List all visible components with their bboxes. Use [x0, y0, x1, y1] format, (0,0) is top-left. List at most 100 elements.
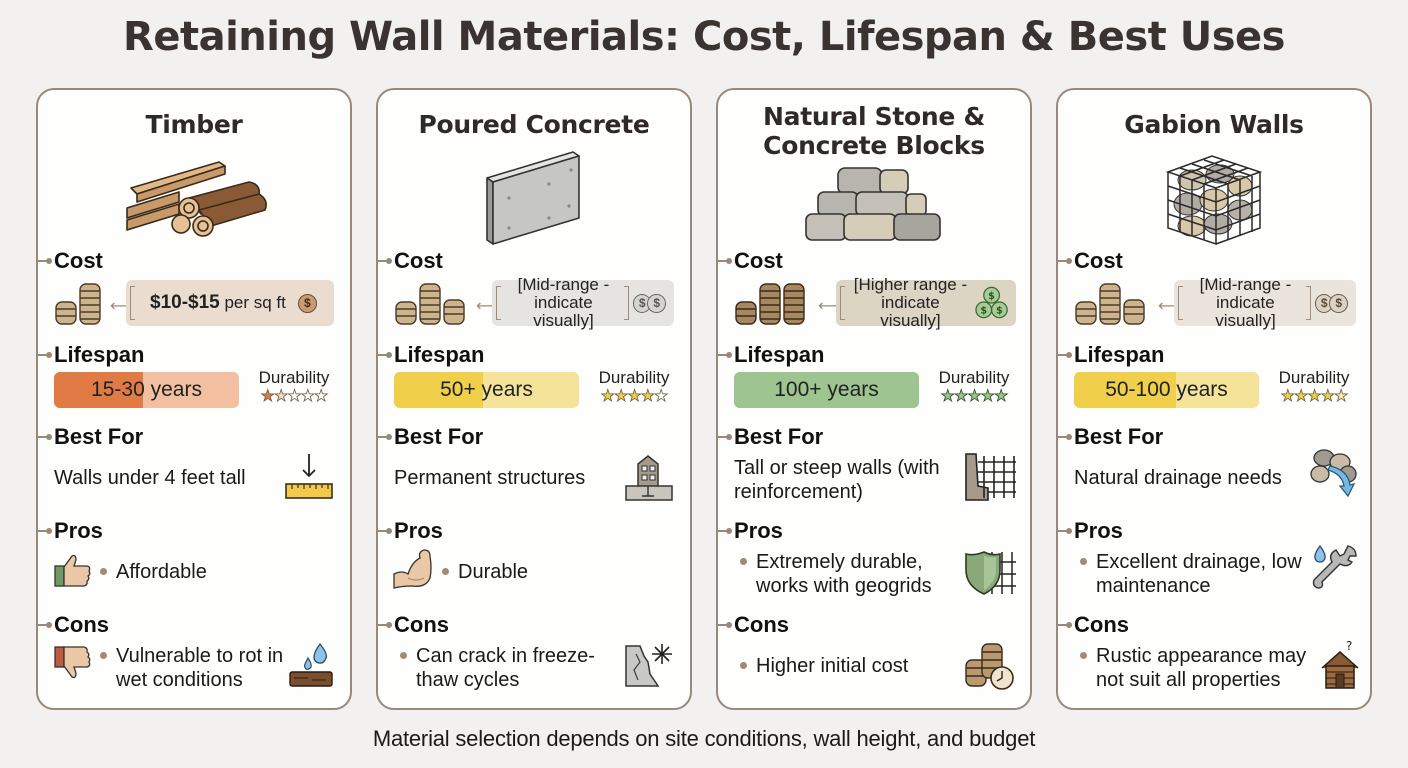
- best-for-text: Permanent structures: [394, 467, 586, 489]
- best-for-text: Natural drainage needs: [1074, 467, 1282, 489]
- cost-value-box: $10-$15 per sq ft $: [126, 280, 334, 326]
- lifespan-bar: 100+ years: [734, 372, 919, 408]
- three-coins-icon: $$ $: [975, 286, 1008, 319]
- card-title: Timber: [145, 110, 243, 139]
- lifespan-value: 100+ years: [774, 378, 879, 401]
- thumbs-up-icon: [54, 554, 91, 587]
- best-for-label: Best For: [35, 424, 144, 449]
- lifespan-value: 50+ years: [440, 378, 533, 401]
- durability-rating: Durability ★★★★★: [932, 368, 1016, 405]
- stone-blocks-icon: [805, 167, 941, 241]
- page-title: Retaining Wall Materials: Cost, Lifespan…: [123, 14, 1285, 60]
- card-title: Gabion Walls: [1124, 110, 1304, 139]
- best-for-label: Best For: [1055, 424, 1164, 449]
- coin-stack-icon: [395, 283, 465, 325]
- best-for-label: Best For: [375, 424, 484, 449]
- cons-item: Can crack in freeze-thaw cycles: [416, 645, 595, 691]
- coin-stack-icon: [1075, 283, 1145, 325]
- best-for-text: Tall or steep walls (with reinforcement): [734, 457, 940, 503]
- cons-item: Rustic appearance may not suit all prope…: [1096, 645, 1307, 691]
- cost-label: Cost: [36, 248, 103, 273]
- timber-stack-icon: [126, 161, 267, 237]
- cost-row: ⟵ [Mid-range - indicate visually] $ $: [394, 276, 674, 330]
- durability-label: Durability: [1278, 368, 1350, 387]
- cost-label: Cost: [1056, 248, 1123, 273]
- lifespan-label: Lifespan: [35, 342, 145, 367]
- card-title: Poured Concrete: [418, 110, 650, 139]
- cost-label: Cost: [716, 248, 783, 273]
- best-for-label: Best For: [715, 424, 824, 449]
- gabion-cage-icon: [1165, 155, 1263, 246]
- durability-label: Durability: [598, 368, 670, 387]
- star-rating-icon: ★★★★★: [260, 388, 329, 405]
- cons-label: Cons: [376, 612, 449, 637]
- cost-row: ⟵ $10-$15 per sq ft $: [54, 280, 334, 328]
- cost-unit: per sq ft: [219, 293, 286, 312]
- water-drop-wrench-icon: [1312, 544, 1357, 589]
- material-card-timber: Timber Cost ⟵ $10-$15 per sq ft: [35, 88, 352, 710]
- cost-value-box: [Higher range - indicate visually] $ $ $: [836, 276, 1016, 330]
- cons-label: Cons: [716, 612, 789, 637]
- star-rating-icon: ★★★★★: [940, 388, 1009, 405]
- svg-text:$: $: [988, 291, 995, 302]
- cost-value-box: [Mid-range - indicate visually] $ $: [1174, 276, 1356, 330]
- pros-label: Pros: [716, 518, 783, 543]
- cost-row: ⟵ [Higher range - indicate visually] $ $ $: [734, 276, 1016, 330]
- cracked-wall-snowflake-icon: [625, 644, 672, 687]
- thumbs-down-icon: [54, 646, 91, 679]
- lifespan-value: 15-30 years: [91, 378, 202, 401]
- durability-label: Durability: [258, 368, 330, 387]
- cost-row: ⟵ [Mid-range - indicate visually] $ $: [1074, 276, 1356, 330]
- svg-text:?: ?: [1346, 640, 1352, 653]
- footer-note: Material selection depends on site condi…: [372, 726, 1036, 751]
- pros-label: Pros: [36, 518, 103, 543]
- durability-rating: Durability ★★★★★: [1272, 368, 1356, 405]
- cons-label: Cons: [36, 612, 109, 637]
- cost-strong: $10-$15: [150, 292, 220, 313]
- durability-rating: Durability ★★★★★: [252, 368, 336, 405]
- material-card-gabion-walls: Gabion Walls Cost ⟵ [Mid-range -: [1055, 88, 1372, 710]
- card-title: Natural Stone & Concrete Blocks: [763, 102, 985, 160]
- single-coin-icon: $: [297, 293, 317, 313]
- svg-text:$: $: [980, 306, 987, 317]
- pros-label: Pros: [1056, 518, 1123, 543]
- pros-label: Pros: [376, 518, 443, 543]
- material-card-natural-stone: Natural Stone & Concrete Blocks Cost ⟵ […: [715, 88, 1032, 710]
- lifespan-label: Lifespan: [375, 342, 485, 367]
- cost-text: [Higher range - indicate visually]: [853, 275, 968, 330]
- lifespan-value: 50-100 years: [1105, 378, 1228, 401]
- arrow-left-icon: ⟵: [818, 298, 841, 315]
- shield-grid-icon: [965, 551, 1016, 595]
- durability-rating: Durability ★★★★★: [592, 368, 676, 405]
- building-foundation-icon: [625, 455, 673, 501]
- lifespan-label: Lifespan: [715, 342, 825, 367]
- concrete-slab-icon: [486, 151, 580, 245]
- lifespan-bar: 15-30 years: [54, 372, 239, 408]
- cons-item: Vulnerable to rot in wet conditions: [116, 645, 284, 691]
- best-for-text: Walls under 4 feet tall: [54, 467, 246, 489]
- cost-value-box: [Mid-range - indicate visually] $ $: [492, 276, 674, 330]
- cost-text: [Mid-range - indicate visually]: [1199, 275, 1292, 330]
- cons-label: Cons: [1056, 612, 1129, 637]
- coin-stack-icon: [55, 283, 101, 325]
- pros-item: Excellent drainage, low maintenance: [1096, 551, 1302, 597]
- lifespan-bar: 50-100 years: [1074, 372, 1259, 408]
- pros-item: Affordable: [116, 561, 207, 583]
- pros-item: Durable: [458, 561, 529, 583]
- star-rating-icon: ★★★★★: [600, 388, 669, 405]
- durability-label: Durability: [938, 368, 1010, 387]
- lifespan-bar: 50+ years: [394, 372, 579, 408]
- material-card-poured-concrete: Poured Concrete Cost ⟵ [Mid-range - indi…: [375, 88, 692, 710]
- pros-item: Extremely durable, works with geogrids: [756, 551, 932, 597]
- coins-clock-icon: [965, 643, 1014, 690]
- svg-text:$: $: [996, 306, 1003, 317]
- coin-stack-icon: [735, 283, 805, 325]
- star-rating-icon: ★★★★★: [1280, 388, 1349, 405]
- cost-text: [Mid-range - indicate visually]: [517, 275, 610, 330]
- ruler-arrow-icon: [285, 454, 333, 499]
- wet-wood-icon: [289, 642, 333, 687]
- flexed-bicep-icon: [393, 549, 432, 589]
- cons-item: Higher initial cost: [756, 655, 909, 677]
- lifespan-label: Lifespan: [1055, 342, 1165, 367]
- cost-label: Cost: [376, 248, 443, 273]
